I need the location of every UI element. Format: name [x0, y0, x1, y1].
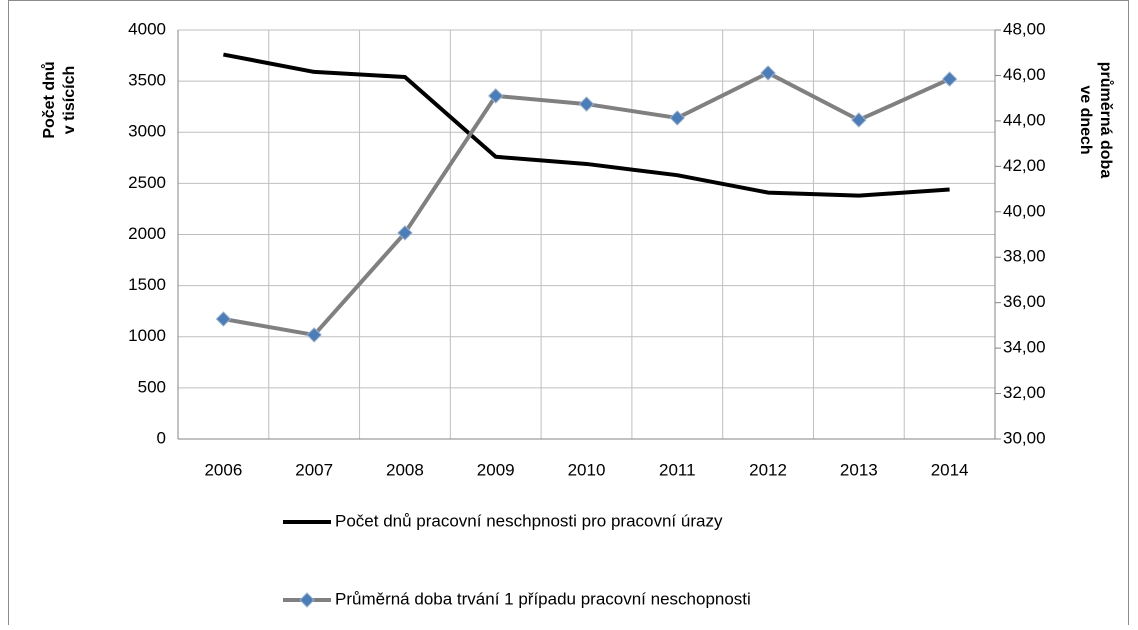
y-tick-label: 2500 — [128, 173, 166, 192]
y-tick-label: 2000 — [128, 224, 166, 243]
x-tick-label: 2014 — [931, 460, 969, 479]
y2-tick-label: 40,00 — [1003, 201, 1046, 220]
y2-axis-title: průměrná dobave dnech — [1077, 62, 1114, 179]
x-tick-label: 2006 — [204, 460, 242, 479]
y-axis-title: Počet dnů v tisících — [41, 61, 78, 138]
y-axis-title-line: Počet dnů — [41, 61, 58, 138]
legend-label: Průměrná doba trvání 1 případu pracovní … — [335, 589, 751, 608]
marker — [397, 225, 413, 241]
y2-tick-label: 38,00 — [1003, 247, 1046, 266]
y2-tick-label: 32,00 — [1003, 383, 1046, 402]
marker — [488, 88, 504, 104]
y2-tick-label: 42,00 — [1003, 156, 1046, 175]
marker — [306, 327, 322, 343]
y-tick-label: 500 — [138, 377, 166, 396]
marker — [941, 71, 958, 87]
legend-marker — [299, 592, 315, 608]
y-tick-label: 4000 — [128, 19, 166, 38]
marker — [669, 110, 685, 126]
x-tick-label: 2008 — [386, 460, 424, 479]
x-tick-label: 2012 — [749, 460, 787, 479]
series-line — [223, 52, 950, 198]
y-tick-label: 0 — [157, 428, 166, 447]
y2-tick-label: 30,00 — [1003, 428, 1046, 447]
y2-tick-label: 48,00 — [1003, 19, 1046, 38]
y2-tick-label: 34,00 — [1003, 338, 1046, 357]
x-tick-label: 2011 — [659, 460, 696, 479]
y2-axis-title-line: průměrná doba — [1097, 62, 1114, 179]
y-tick-label: 3500 — [128, 71, 166, 90]
y2-tick-label: 46,00 — [1003, 65, 1046, 84]
y2-axis-title-line: ve dnech — [1077, 85, 1094, 154]
x-tick-label: 2009 — [477, 460, 515, 479]
y-tick-label: 1000 — [128, 326, 166, 345]
marker — [215, 311, 232, 327]
y-tick-label: 3000 — [128, 122, 166, 141]
y-tick-label: 1500 — [128, 275, 166, 294]
x-tick-label: 2013 — [840, 460, 878, 479]
legend-label: Počet dnů pracovní neschpnosti pro praco… — [335, 511, 723, 530]
marker — [851, 112, 867, 128]
x-tick-label: 2007 — [295, 460, 333, 479]
x-tick-label: 2010 — [568, 460, 606, 479]
chart-frame — [8, 0, 1129, 630]
y-axis-title-line: v tisících — [61, 66, 78, 134]
y2-tick-label: 44,00 — [1003, 110, 1046, 129]
y2-tick-label: 36,00 — [1003, 292, 1046, 311]
marker — [760, 65, 776, 81]
marker — [578, 96, 595, 112]
